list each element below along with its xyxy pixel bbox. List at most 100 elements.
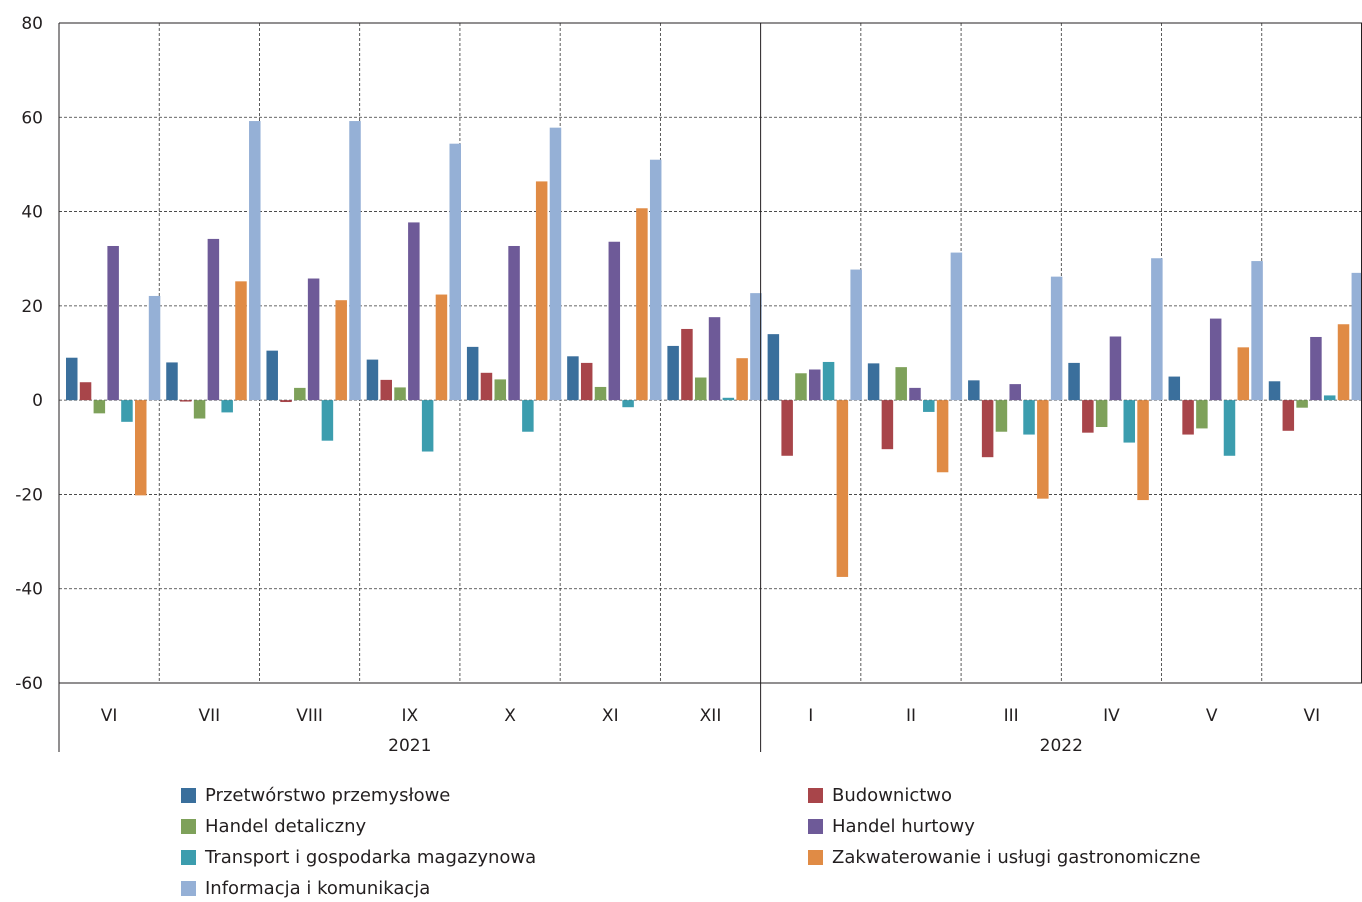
x-tick-label: VI bbox=[101, 706, 118, 726]
legend-swatch bbox=[808, 850, 823, 865]
y-tick-label: 20 bbox=[21, 297, 43, 317]
bar bbox=[522, 400, 534, 432]
bar bbox=[1237, 347, 1250, 401]
bar bbox=[867, 363, 880, 401]
bar bbox=[1310, 336, 1322, 401]
bar bbox=[235, 281, 247, 401]
bar bbox=[408, 222, 420, 401]
y-tick-label: -60 bbox=[15, 674, 43, 694]
bar bbox=[266, 350, 278, 401]
bar bbox=[950, 252, 963, 401]
bar bbox=[349, 121, 361, 401]
bar bbox=[107, 245, 119, 401]
x-tick-label: IX bbox=[401, 706, 418, 726]
x-tick-label: VII bbox=[199, 706, 221, 726]
bar bbox=[1251, 261, 1263, 401]
bar bbox=[608, 241, 621, 401]
x-tick-label: VI bbox=[1304, 706, 1321, 726]
y-tick-label: 60 bbox=[21, 108, 43, 128]
bar bbox=[280, 400, 292, 403]
year-label: 2021 bbox=[388, 736, 431, 756]
bar bbox=[981, 400, 994, 458]
bar bbox=[421, 400, 434, 452]
legend-item: Zakwaterowanie i usługi gastronomiczne bbox=[808, 847, 1201, 868]
bar bbox=[822, 361, 835, 401]
bar bbox=[1296, 400, 1308, 408]
bar bbox=[1337, 324, 1350, 401]
bar bbox=[881, 400, 894, 450]
bar bbox=[636, 208, 648, 401]
bar bbox=[221, 400, 233, 413]
bar bbox=[681, 328, 693, 401]
bar bbox=[567, 356, 579, 401]
bar bbox=[1009, 384, 1021, 401]
bar bbox=[781, 400, 793, 456]
bar bbox=[1151, 258, 1163, 401]
bar bbox=[307, 278, 320, 401]
bar bbox=[449, 143, 461, 401]
bar bbox=[895, 367, 907, 401]
bar bbox=[1168, 376, 1181, 401]
bar bbox=[166, 362, 178, 401]
bar bbox=[1182, 400, 1194, 435]
y-tick-label: 40 bbox=[21, 203, 43, 223]
bar bbox=[1196, 400, 1208, 429]
bar bbox=[480, 372, 493, 401]
x-tick-label: XI bbox=[602, 706, 619, 726]
bar bbox=[1351, 272, 1362, 401]
bar bbox=[435, 294, 448, 401]
legend-swatch bbox=[808, 788, 823, 803]
bar bbox=[1082, 400, 1094, 433]
x-tick-label: II bbox=[906, 706, 916, 726]
bar bbox=[850, 269, 862, 401]
bar bbox=[836, 400, 849, 577]
bar bbox=[1109, 336, 1122, 401]
legend: Przetwórstwo przemysłowe Budownictwo Hande… bbox=[0, 780, 1362, 902]
bar bbox=[549, 127, 562, 401]
bar bbox=[249, 121, 261, 401]
bar bbox=[66, 357, 78, 401]
year-label: 2022 bbox=[1040, 736, 1083, 756]
bar bbox=[995, 400, 1008, 432]
bar bbox=[394, 387, 406, 401]
bar bbox=[494, 379, 507, 401]
bar bbox=[1223, 400, 1236, 456]
legend-item: Transport i gospodarka magazynowa bbox=[181, 847, 536, 868]
bar bbox=[667, 345, 679, 401]
bar bbox=[121, 400, 133, 422]
x-tick-label: V bbox=[1206, 706, 1218, 726]
bar-layer bbox=[66, 121, 1362, 577]
bar bbox=[135, 400, 147, 496]
bar bbox=[1137, 400, 1149, 501]
bar bbox=[193, 400, 206, 419]
bar bbox=[809, 369, 821, 401]
bar bbox=[321, 400, 334, 441]
bar bbox=[148, 295, 161, 401]
y-tick-label: -40 bbox=[15, 580, 43, 600]
x-tick-label: IV bbox=[1103, 706, 1120, 726]
legend-label: Budownictwo bbox=[832, 785, 953, 806]
y-tick-label: 80 bbox=[21, 14, 43, 34]
bar bbox=[366, 359, 379, 401]
bar bbox=[909, 387, 921, 401]
bar bbox=[594, 386, 607, 401]
bar bbox=[722, 397, 735, 401]
legend-item: Informacja i komunikacja bbox=[181, 878, 430, 899]
bar bbox=[93, 400, 106, 414]
bar bbox=[767, 334, 780, 401]
bar bbox=[736, 358, 748, 401]
legend-swatch bbox=[181, 788, 196, 803]
legend-item: Przetwórstwo przemysłowe bbox=[181, 785, 450, 806]
x-tick-label: X bbox=[504, 706, 516, 726]
x-tick-label: I bbox=[808, 706, 813, 726]
bar bbox=[1323, 395, 1336, 401]
y-tick-label: 0 bbox=[32, 391, 43, 411]
bar bbox=[1095, 400, 1108, 428]
bar bbox=[1268, 381, 1281, 401]
bar bbox=[207, 238, 220, 401]
bar bbox=[535, 181, 548, 401]
y-tick-label: -20 bbox=[15, 485, 43, 505]
bar bbox=[1282, 400, 1295, 431]
